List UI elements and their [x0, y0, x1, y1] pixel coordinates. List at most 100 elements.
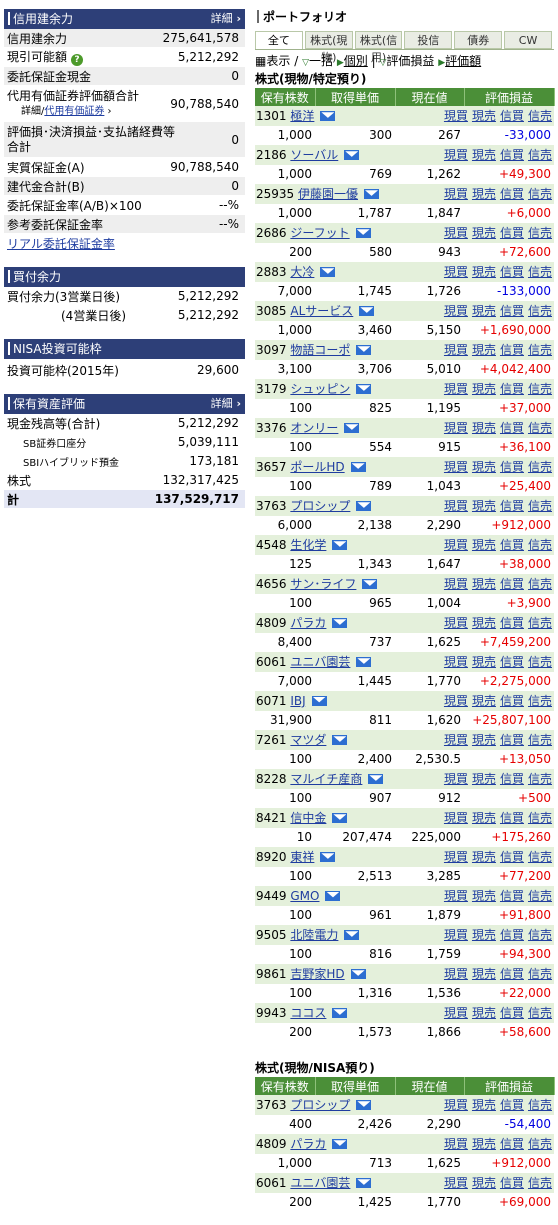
trade-action-link[interactable]: 現売	[471, 889, 496, 904]
trade-action-link[interactable]: 信売	[527, 343, 552, 358]
trade-action-link[interactable]: 現買	[443, 772, 468, 787]
trade-action-link[interactable]: 信売	[527, 1176, 552, 1191]
mail-icon[interactable]	[344, 150, 360, 161]
stock-name-link[interactable]: パラカ	[290, 616, 327, 631]
mail-icon[interactable]	[320, 267, 336, 278]
trade-action-link[interactable]: 信売	[527, 772, 552, 787]
credit-detail-link[interactable]: 詳細	[211, 9, 241, 29]
stock-name-link[interactable]: パラカ	[290, 1137, 327, 1152]
trade-action-link[interactable]: 信買	[499, 226, 524, 241]
stock-name-link[interactable]: ALサービス	[290, 304, 354, 319]
trade-action-link[interactable]: 信買	[499, 733, 524, 748]
stock-name-link[interactable]: ポールHD	[290, 460, 345, 475]
stock-name-link[interactable]: ココス	[290, 1006, 327, 1021]
trade-action-link[interactable]: 信買	[499, 460, 524, 475]
mail-icon[interactable]	[332, 618, 348, 629]
trade-action-link[interactable]: 信売	[527, 850, 552, 865]
trade-action-link[interactable]: 現売	[471, 421, 496, 436]
trade-action-link[interactable]: 信売	[527, 694, 552, 709]
trade-action-link[interactable]: 現買	[443, 928, 468, 943]
trade-action-link[interactable]: 現買	[443, 694, 468, 709]
mail-icon[interactable]	[362, 579, 378, 590]
mail-icon[interactable]	[356, 1100, 372, 1111]
value-option[interactable]: 評価額	[445, 54, 482, 68]
trade-action-link[interactable]: 現売	[471, 265, 496, 280]
kobetsu-option[interactable]: 個別	[343, 54, 368, 68]
trade-action-link[interactable]: 現買	[443, 577, 468, 592]
trade-action-link[interactable]: 現売	[471, 538, 496, 553]
trade-action-link[interactable]: 信売	[527, 733, 552, 748]
trade-action-link[interactable]: 現買	[443, 538, 468, 553]
tab-item[interactable]: CW	[504, 31, 552, 49]
mail-icon[interactable]	[311, 695, 327, 706]
trade-action-link[interactable]: 現買	[443, 226, 468, 241]
trade-action-link[interactable]: 信買	[499, 148, 524, 163]
trade-action-link[interactable]: 現買	[443, 265, 468, 280]
mail-icon[interactable]	[325, 890, 341, 901]
stock-name-link[interactable]: 吉野家HD	[290, 967, 345, 982]
mail-icon[interactable]	[332, 1139, 348, 1150]
trade-action-link[interactable]: 現売	[471, 694, 496, 709]
trade-action-link[interactable]: 信買	[499, 577, 524, 592]
stock-name-link[interactable]: ユニバ園芸	[290, 1176, 351, 1191]
trade-action-link[interactable]: 信買	[499, 889, 524, 904]
trade-action-link[interactable]: 現買	[443, 1098, 468, 1113]
trade-action-link[interactable]: 信買	[499, 499, 524, 514]
trade-action-link[interactable]: 現買	[443, 616, 468, 631]
mail-icon[interactable]	[344, 423, 360, 434]
mail-icon[interactable]	[359, 306, 375, 317]
trade-action-link[interactable]: 信買	[499, 694, 524, 709]
trade-action-link[interactable]: 信売	[527, 148, 552, 163]
trade-action-link[interactable]: 信買	[499, 1137, 524, 1152]
trade-action-link[interactable]: 信買	[499, 1006, 524, 1021]
trade-action-link[interactable]: 信売	[527, 226, 552, 241]
stock-name-link[interactable]: 大冷	[290, 265, 315, 280]
trade-action-link[interactable]: 信売	[527, 187, 552, 202]
trade-action-link[interactable]: 現売	[471, 226, 496, 241]
trade-action-link[interactable]: 現買	[443, 187, 468, 202]
mail-icon[interactable]	[332, 735, 348, 746]
trade-action-link[interactable]: 現買	[443, 109, 468, 124]
trade-action-link[interactable]: 現売	[471, 109, 496, 124]
trade-action-link[interactable]: 現売	[471, 577, 496, 592]
trade-action-link[interactable]: 信買	[499, 811, 524, 826]
trade-action-link[interactable]: 信買	[499, 421, 524, 436]
trade-action-link[interactable]: 信売	[527, 538, 552, 553]
trade-action-link[interactable]: 信買	[499, 187, 524, 202]
trade-action-link[interactable]: 現売	[471, 460, 496, 475]
mail-icon[interactable]	[364, 189, 380, 200]
mail-icon[interactable]	[356, 657, 372, 668]
trade-action-link[interactable]: 信売	[527, 616, 552, 631]
question-icon[interactable]: ?	[71, 54, 84, 66]
ikkatsu-option[interactable]: 一括	[308, 54, 333, 68]
trade-action-link[interactable]: 現売	[471, 811, 496, 826]
trade-action-link[interactable]: 信売	[527, 577, 552, 592]
trade-action-link[interactable]: 現買	[443, 733, 468, 748]
trade-action-link[interactable]: 現買	[443, 1176, 468, 1191]
mail-icon[interactable]	[356, 384, 372, 395]
stock-name-link[interactable]: IBJ	[290, 693, 306, 708]
tab-item[interactable]: 投信	[404, 31, 453, 49]
mail-icon[interactable]	[356, 501, 372, 512]
trade-action-link[interactable]: 現売	[471, 148, 496, 163]
trade-action-link[interactable]: 信売	[527, 421, 552, 436]
stock-name-link[interactable]: 生化学	[290, 538, 327, 553]
trade-action-link[interactable]: 信買	[499, 772, 524, 787]
trade-action-link[interactable]: 現売	[471, 1098, 496, 1113]
trade-action-link[interactable]: 信買	[499, 538, 524, 553]
tab-item[interactable]: 債券	[454, 31, 503, 49]
trade-action-link[interactable]: 現買	[443, 304, 468, 319]
stock-name-link[interactable]: プロシップ	[290, 1098, 351, 1113]
trade-action-link[interactable]: 現買	[443, 343, 468, 358]
trade-action-link[interactable]: 現買	[443, 148, 468, 163]
trade-action-link[interactable]: 現売	[471, 967, 496, 982]
stock-name-link[interactable]: 極洋	[290, 109, 315, 124]
stock-name-link[interactable]: 北陸電力	[290, 928, 339, 943]
stock-name-link[interactable]: ソーバル	[290, 148, 339, 163]
mail-icon[interactable]	[320, 852, 336, 863]
trade-action-link[interactable]: 信買	[499, 655, 524, 670]
trade-action-link[interactable]: 現売	[471, 1176, 496, 1191]
mail-icon[interactable]	[332, 540, 348, 551]
trade-action-link[interactable]: 現買	[443, 421, 468, 436]
trade-action-link[interactable]: 信売	[527, 1098, 552, 1113]
